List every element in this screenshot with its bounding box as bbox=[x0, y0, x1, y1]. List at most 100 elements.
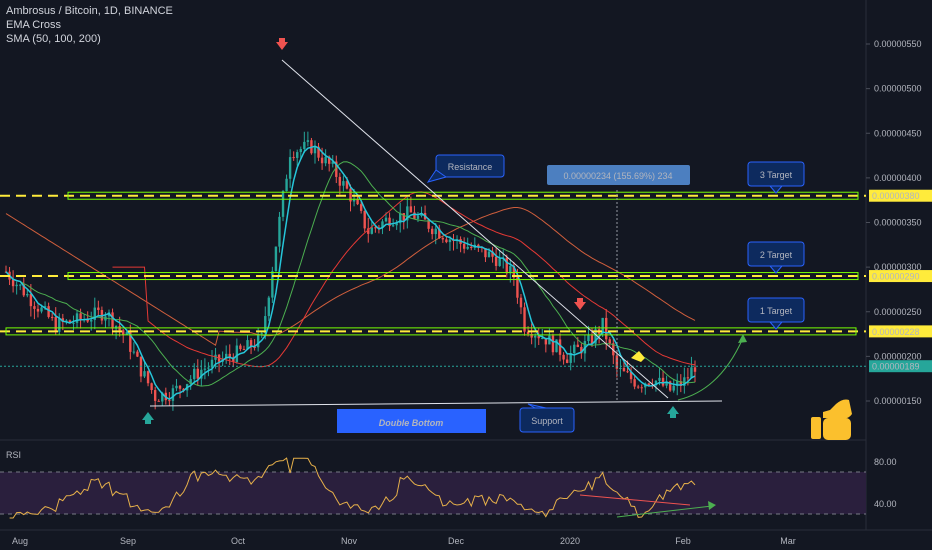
breakout-marker bbox=[631, 351, 645, 362]
candle-body bbox=[356, 198, 359, 205]
candle-body bbox=[693, 367, 697, 372]
candle-body bbox=[519, 297, 523, 308]
candle-body bbox=[647, 383, 651, 385]
indicator-ema-cross[interactable]: EMA Cross bbox=[6, 19, 62, 31]
candle-body bbox=[47, 306, 50, 317]
price-tick-label: 0.00000150 bbox=[874, 396, 922, 406]
candle-body bbox=[331, 161, 334, 164]
price-badge-label: 0.00000380 bbox=[872, 191, 920, 201]
candle-body bbox=[274, 246, 278, 272]
candle-body bbox=[338, 176, 342, 186]
candle-body bbox=[448, 239, 452, 243]
bottom-marker-1 bbox=[142, 412, 154, 420]
candle-body bbox=[679, 381, 682, 386]
price-tick-label: 0.00000350 bbox=[874, 218, 922, 228]
candle-body bbox=[668, 381, 672, 391]
support-trendline bbox=[149, 400, 723, 407]
price-badge bbox=[869, 325, 932, 338]
candle-body bbox=[86, 319, 89, 322]
candle-body bbox=[587, 335, 590, 342]
ema-line bbox=[5, 145, 696, 401]
candle-body bbox=[281, 191, 285, 217]
projection-arrowhead bbox=[738, 334, 747, 343]
indicator-sma[interactable]: SMA (50, 100, 200) bbox=[6, 33, 101, 45]
time-tick-label: Mar bbox=[780, 536, 796, 546]
candle-body bbox=[612, 343, 615, 356]
candle-body bbox=[434, 228, 437, 235]
candle-body bbox=[470, 246, 473, 248]
candle-body bbox=[551, 335, 555, 353]
candle-body bbox=[438, 228, 441, 239]
candle-body bbox=[665, 381, 668, 386]
candle-body bbox=[235, 345, 239, 363]
candle-body bbox=[129, 332, 132, 352]
candle-body bbox=[150, 383, 153, 391]
candle-body bbox=[523, 307, 526, 332]
rsi-line bbox=[9, 457, 696, 519]
candle-body bbox=[416, 215, 420, 219]
candle-body bbox=[544, 337, 548, 345]
candle-body bbox=[171, 388, 175, 401]
projection-arrow bbox=[677, 337, 744, 401]
candle-body bbox=[558, 339, 562, 355]
candle-body bbox=[285, 178, 288, 192]
candle-body bbox=[608, 339, 611, 344]
candle-body bbox=[413, 212, 416, 219]
candle-body bbox=[654, 380, 658, 386]
resistance-callout-pointer bbox=[426, 169, 448, 183]
candle-body bbox=[352, 198, 356, 202]
thumbs-up-icon bbox=[811, 399, 852, 440]
price-tick-label: 0.00000300 bbox=[874, 262, 922, 272]
target-zone-box bbox=[5, 327, 857, 336]
candle-body bbox=[530, 333, 533, 338]
candle-body bbox=[97, 307, 100, 311]
candle-body bbox=[349, 188, 352, 202]
candle-body bbox=[541, 337, 544, 339]
candle-body bbox=[686, 377, 690, 379]
candle-body bbox=[516, 277, 519, 298]
price-tick-label: 0.00000400 bbox=[874, 173, 922, 183]
candle-body bbox=[132, 351, 136, 353]
price-badge bbox=[869, 270, 932, 283]
time-tick-label: Feb bbox=[675, 536, 691, 546]
candle-body bbox=[605, 317, 608, 340]
candle-body bbox=[384, 217, 388, 222]
thumb-cuff bbox=[811, 417, 821, 439]
candle-body bbox=[19, 284, 22, 286]
candle-body bbox=[573, 344, 576, 354]
time-tick-label: Sep bbox=[120, 536, 136, 546]
time-tick-label: 2020 bbox=[560, 536, 580, 546]
candle-body bbox=[399, 213, 402, 224]
time-tick-label: Dec bbox=[448, 536, 465, 546]
candle-body bbox=[264, 316, 267, 334]
candle-body bbox=[320, 157, 324, 164]
candle-body bbox=[562, 354, 565, 360]
top-marker-arrow bbox=[276, 42, 288, 50]
resistance-callout-label: Resistance bbox=[448, 162, 493, 172]
candle-body bbox=[111, 312, 114, 329]
candle-body bbox=[203, 368, 207, 370]
candle-body bbox=[246, 340, 249, 350]
time-tick-label: Nov bbox=[341, 536, 358, 546]
candle-body bbox=[327, 156, 331, 164]
thumb-finger bbox=[823, 399, 852, 419]
candle-body bbox=[242, 349, 246, 351]
target-1-callout-label: 1 Target bbox=[760, 306, 793, 316]
candle-body bbox=[409, 206, 413, 213]
candle-body bbox=[576, 344, 579, 348]
resistance-callout-box bbox=[435, 154, 505, 178]
candle-body bbox=[146, 371, 150, 384]
candle-body bbox=[690, 367, 693, 378]
candle-body bbox=[267, 297, 271, 317]
candle-body bbox=[29, 294, 33, 307]
candle-body bbox=[441, 238, 445, 240]
candle-body bbox=[271, 271, 274, 298]
candle-body bbox=[491, 251, 494, 257]
candle-body bbox=[363, 210, 366, 229]
candle-body bbox=[26, 294, 29, 296]
candle-body bbox=[288, 157, 292, 179]
time-tick-label: Aug bbox=[12, 536, 28, 546]
candle-body bbox=[683, 377, 686, 386]
